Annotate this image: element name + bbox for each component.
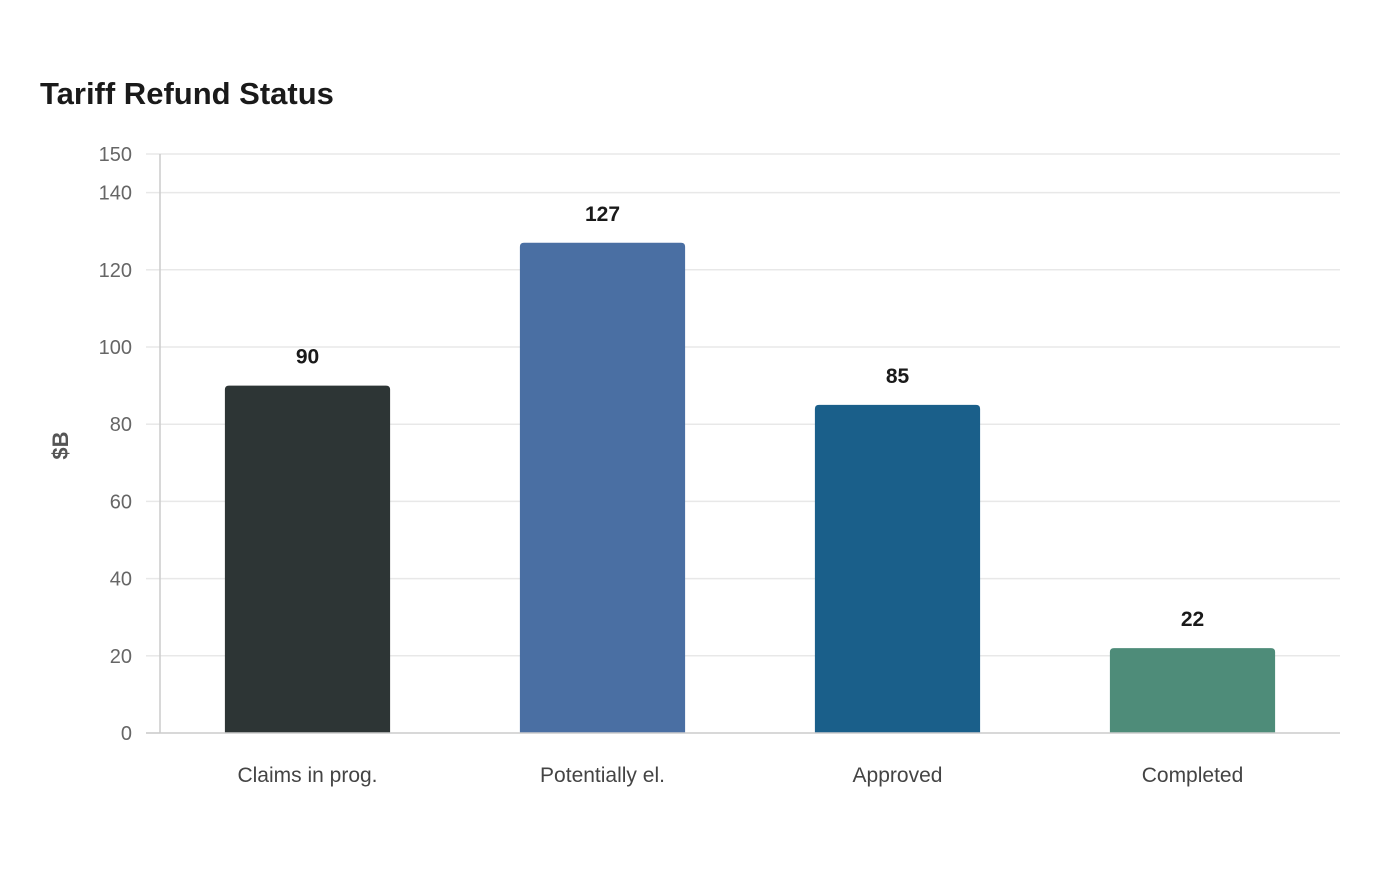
data-label: 85 bbox=[886, 365, 910, 388]
bars bbox=[224, 242, 1276, 733]
chart-title: Tariff Refund Status bbox=[40, 76, 334, 111]
y-tick-label: 150 bbox=[99, 144, 132, 166]
bar bbox=[224, 385, 391, 733]
y-axis-ticks: 0 20 40 60 80 100 120 140 150 bbox=[99, 144, 132, 745]
y-axis-title: $B bbox=[48, 431, 73, 459]
y-tick-label: 60 bbox=[110, 491, 132, 513]
bar bbox=[814, 404, 981, 733]
data-label: 90 bbox=[296, 346, 319, 369]
data-label: 22 bbox=[1181, 608, 1204, 631]
data-labels: 90 127 85 22 bbox=[296, 203, 1204, 631]
x-category-label: Claims in prog. bbox=[237, 764, 377, 787]
bar bbox=[1109, 648, 1276, 733]
x-category-label: Approved bbox=[853, 764, 943, 787]
y-tick-label: 0 bbox=[121, 723, 132, 745]
y-tick-label: 100 bbox=[99, 337, 132, 359]
y-tick-label: 40 bbox=[110, 569, 132, 591]
y-tick-label: 80 bbox=[110, 414, 132, 436]
x-axis-categories: Claims in prog. Potentially el. Approved Co… bbox=[237, 764, 1243, 787]
y-tick-label: 20 bbox=[110, 646, 132, 668]
data-label: 127 bbox=[585, 203, 620, 226]
y-tick-label: 140 bbox=[99, 183, 132, 205]
y-tick-label: 120 bbox=[99, 260, 132, 282]
x-category-label: Potentially el. bbox=[540, 764, 665, 787]
x-category-label: Completed bbox=[1142, 764, 1244, 787]
bar bbox=[519, 242, 686, 733]
